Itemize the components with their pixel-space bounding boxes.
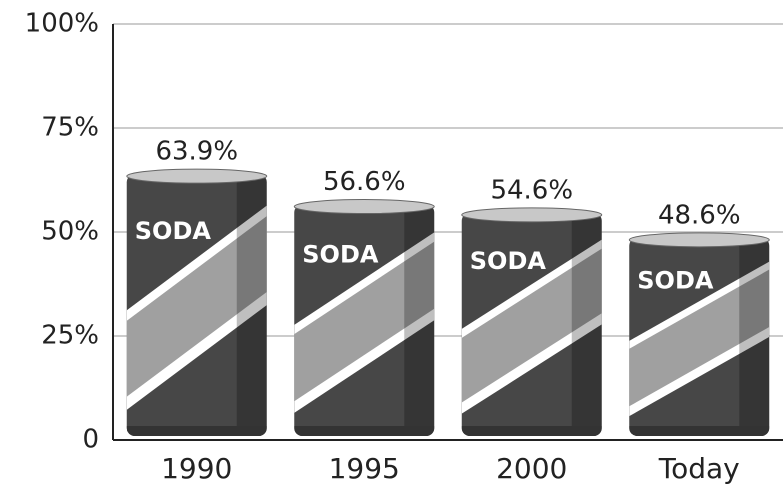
value-label: 56.6% [323, 167, 406, 197]
can-decoration [461, 212, 602, 436]
value-label: 63.9% [155, 137, 238, 167]
can-decoration [629, 237, 770, 436]
can-stripe [294, 241, 435, 402]
can-bottom [461, 426, 602, 436]
can-label: SODA [135, 217, 212, 245]
y-tick-label: 100% [25, 9, 99, 39]
x-tick-label: Today [658, 452, 740, 484]
value-label: 48.6% [658, 200, 741, 230]
can-top [628, 232, 770, 248]
x-tick-label: 2000 [496, 452, 567, 484]
value-label: 54.6% [490, 175, 573, 205]
can-shade [236, 174, 267, 436]
can-bottom [294, 426, 435, 436]
y-tick-label: 75% [41, 113, 99, 143]
y-tick-label: 50% [41, 217, 99, 247]
x-tick-label: 1995 [329, 452, 400, 484]
can-label: SODA [470, 247, 547, 275]
y-tick-label: 25% [41, 321, 99, 351]
can-top [461, 207, 603, 223]
can-decoration [294, 204, 435, 436]
y-tick-label: 0 [82, 425, 99, 455]
can-decoration [126, 174, 267, 436]
can-stripe [461, 248, 602, 403]
x-tick-label: 1990 [161, 452, 232, 484]
can-stripe [629, 269, 770, 407]
can-top [293, 199, 435, 215]
can-bottom [126, 426, 267, 436]
can-stripe [126, 216, 267, 397]
can-shade [404, 204, 435, 436]
can-top [126, 168, 268, 184]
can-label: SODA [302, 240, 379, 268]
can-shade [571, 212, 602, 436]
can-shade [739, 237, 770, 436]
can-bottom [629, 426, 770, 436]
can-label: SODA [637, 266, 714, 294]
